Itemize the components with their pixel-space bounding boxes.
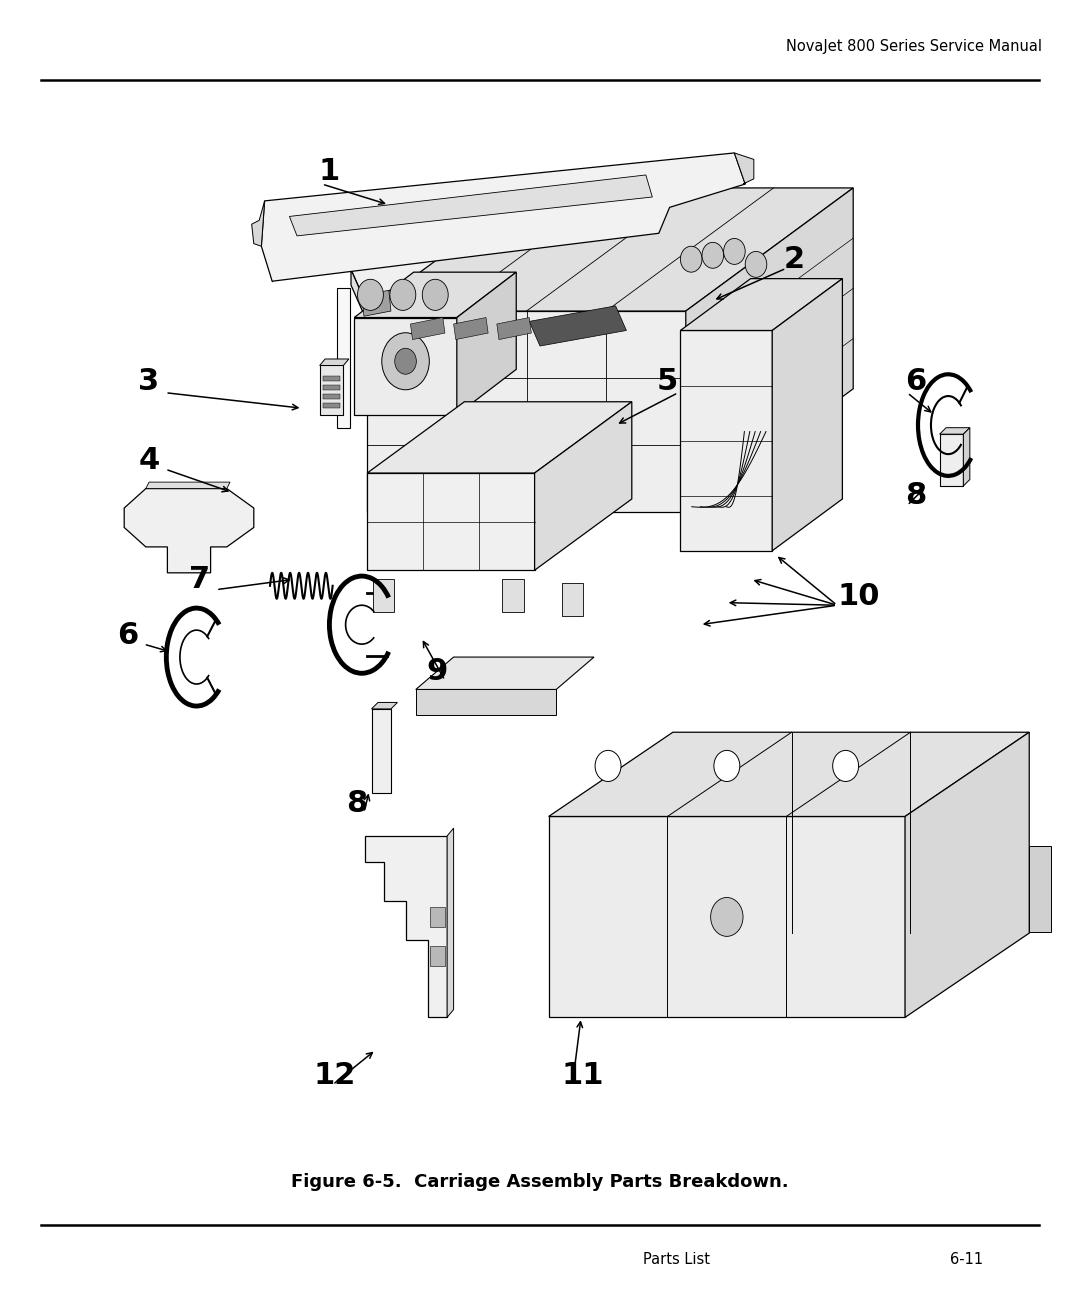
Circle shape <box>395 349 417 375</box>
Polygon shape <box>320 359 349 365</box>
Polygon shape <box>320 365 343 415</box>
Circle shape <box>422 280 448 311</box>
Polygon shape <box>905 732 1029 1017</box>
Polygon shape <box>252 201 265 246</box>
Polygon shape <box>351 270 391 376</box>
Polygon shape <box>457 272 516 415</box>
Polygon shape <box>416 657 594 689</box>
Polygon shape <box>454 318 488 340</box>
Polygon shape <box>351 220 826 360</box>
Circle shape <box>382 333 430 390</box>
Polygon shape <box>535 402 632 570</box>
Polygon shape <box>323 394 340 399</box>
Circle shape <box>390 280 416 311</box>
Polygon shape <box>337 288 350 428</box>
Polygon shape <box>372 702 397 709</box>
Polygon shape <box>430 946 445 966</box>
Polygon shape <box>562 583 583 616</box>
Circle shape <box>595 750 621 781</box>
Polygon shape <box>354 272 516 318</box>
Polygon shape <box>940 428 970 434</box>
Polygon shape <box>323 376 340 381</box>
Text: 6: 6 <box>905 367 927 395</box>
Polygon shape <box>372 709 391 793</box>
Text: 2: 2 <box>783 245 805 273</box>
Text: 8: 8 <box>346 789 367 818</box>
Text: 12: 12 <box>313 1061 356 1090</box>
Circle shape <box>702 242 724 268</box>
Polygon shape <box>416 689 556 715</box>
Circle shape <box>714 750 740 781</box>
Polygon shape <box>686 188 853 512</box>
Polygon shape <box>367 188 853 311</box>
Polygon shape <box>734 153 754 184</box>
Text: 10: 10 <box>837 582 880 610</box>
Polygon shape <box>367 311 686 512</box>
Text: 1: 1 <box>319 157 340 185</box>
Polygon shape <box>323 385 340 390</box>
Circle shape <box>711 897 743 936</box>
Text: 5: 5 <box>657 367 678 395</box>
Polygon shape <box>362 290 391 316</box>
Polygon shape <box>261 153 745 281</box>
Polygon shape <box>549 732 1029 816</box>
Circle shape <box>680 246 702 272</box>
Polygon shape <box>323 403 340 408</box>
Polygon shape <box>373 579 394 612</box>
Text: Parts List: Parts List <box>643 1252 710 1267</box>
Text: 8: 8 <box>905 481 927 509</box>
Circle shape <box>357 280 383 311</box>
Polygon shape <box>367 402 632 473</box>
Text: Figure 6-5.  Carriage Assembly Parts Breakdown.: Figure 6-5. Carriage Assembly Parts Brea… <box>292 1173 788 1191</box>
Polygon shape <box>529 306 626 346</box>
Polygon shape <box>430 907 445 927</box>
Polygon shape <box>289 175 652 236</box>
Polygon shape <box>146 482 230 489</box>
Polygon shape <box>365 836 447 1017</box>
Polygon shape <box>940 434 963 486</box>
Text: 6-11: 6-11 <box>950 1252 984 1267</box>
Polygon shape <box>502 579 524 612</box>
Polygon shape <box>772 279 842 551</box>
Polygon shape <box>1029 846 1051 932</box>
Circle shape <box>833 750 859 781</box>
Text: NovaJet 800 Series Service Manual: NovaJet 800 Series Service Manual <box>786 39 1042 54</box>
Polygon shape <box>549 816 905 1017</box>
Polygon shape <box>410 318 445 340</box>
Text: 6: 6 <box>117 621 138 649</box>
Text: 9: 9 <box>427 657 448 686</box>
Circle shape <box>745 251 767 277</box>
Polygon shape <box>963 428 970 486</box>
Polygon shape <box>447 828 454 1017</box>
Polygon shape <box>680 330 772 551</box>
Polygon shape <box>354 318 457 415</box>
Circle shape <box>724 238 745 264</box>
Polygon shape <box>680 279 842 330</box>
Text: 4: 4 <box>138 446 160 474</box>
Polygon shape <box>367 473 535 570</box>
Polygon shape <box>124 489 254 573</box>
Text: 7: 7 <box>189 565 211 594</box>
Polygon shape <box>497 318 531 340</box>
Text: 11: 11 <box>562 1061 605 1090</box>
Text: 3: 3 <box>138 367 160 395</box>
